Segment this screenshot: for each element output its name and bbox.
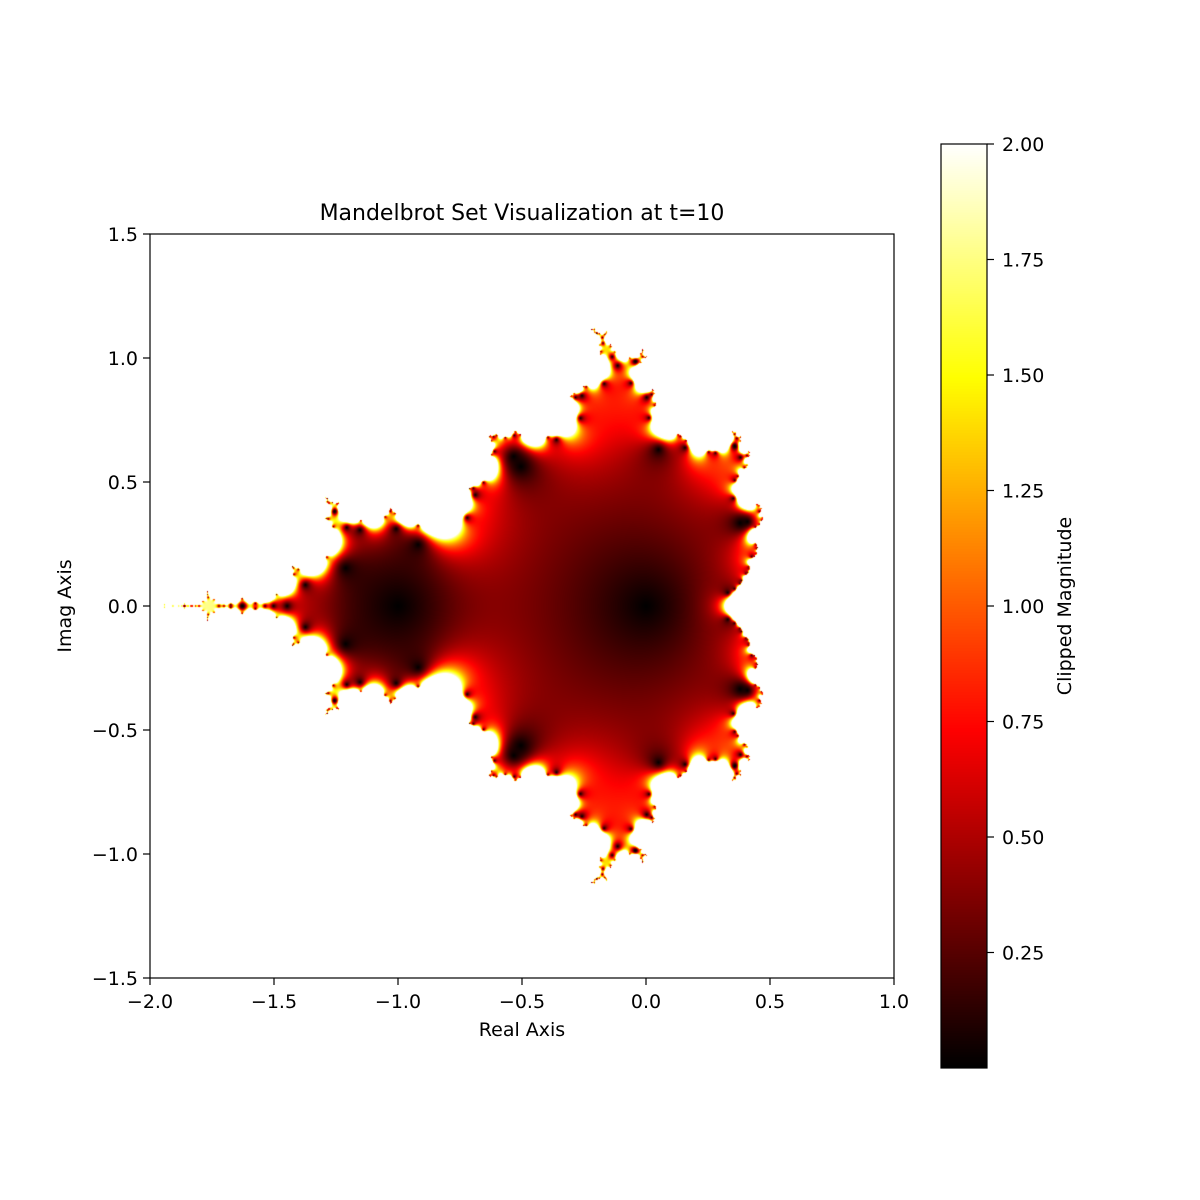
x-tick-label: −0.5 xyxy=(499,991,545,1013)
x-tick-label: −1.5 xyxy=(251,991,297,1013)
colorbar-tick-label: 1.25 xyxy=(1002,481,1044,503)
x-tick-label: 0.5 xyxy=(755,991,785,1013)
y-axis-ticks: −1.5 −1.0 −0.5 0.0 0.5 1.0 1.5 xyxy=(92,224,150,990)
colorbar-gradient xyxy=(941,144,987,1068)
x-tick-label: −1.0 xyxy=(375,991,421,1013)
x-tick-label: 0.0 xyxy=(631,991,661,1013)
colorbar-tick-label: 1.00 xyxy=(1002,596,1044,618)
y-axis-label: Imag Axis xyxy=(54,559,76,652)
plot-area xyxy=(150,234,894,978)
colorbar: 0.25 0.50 0.75 1.00 1.25 1.50 1.75 2.00 Clipped… xyxy=(940,134,1076,1069)
colorbar-tick-label: 0.25 xyxy=(1002,943,1044,965)
y-tick-label: −0.5 xyxy=(92,720,138,742)
colorbar-tick-label: 0.50 xyxy=(1002,827,1044,849)
x-axis-label: Real Axis xyxy=(479,1019,565,1041)
colorbar-tick-label: 2.00 xyxy=(1002,134,1044,156)
colorbar-label: Clipped Magnitude xyxy=(1054,517,1076,695)
y-tick-label: 1.0 xyxy=(108,348,138,370)
y-tick-label: 0.0 xyxy=(108,596,138,618)
heatmap-image xyxy=(150,234,894,978)
x-tick-label: −2.0 xyxy=(127,991,173,1013)
colorbar-ticks: 0.25 0.50 0.75 1.00 1.25 1.50 1.75 2.00 xyxy=(987,134,1044,965)
colorbar-tick-label: 1.50 xyxy=(1002,365,1044,387)
y-tick-label: 0.5 xyxy=(108,472,138,494)
y-tick-label: −1.0 xyxy=(92,844,138,866)
x-axis-ticks: −2.0 −1.5 −1.0 −0.5 0.0 0.5 1.0 xyxy=(127,978,909,1013)
y-tick-label: 1.5 xyxy=(108,224,138,246)
y-tick-label: −1.5 xyxy=(92,968,138,990)
colorbar-tick-label: 1.75 xyxy=(1002,250,1044,272)
chart-title: Mandelbrot Set Visualization at t=10 xyxy=(320,201,725,226)
x-tick-label: 1.0 xyxy=(879,991,909,1013)
colorbar-tick-label: 0.75 xyxy=(1002,712,1044,734)
